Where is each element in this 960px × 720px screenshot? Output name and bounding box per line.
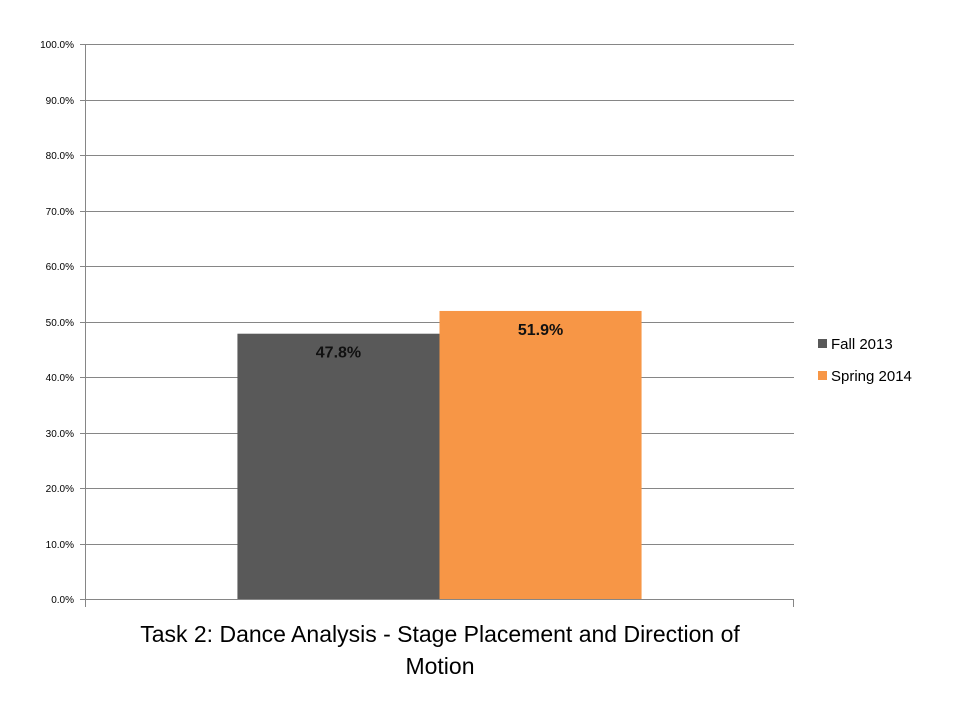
bar-spring-2014 [439,310,642,599]
y-tick-label: 50.0% [46,318,74,329]
axes [80,44,794,607]
legend-label: Fall 2013 [831,336,893,353]
y-tick-labels: 0.0% 10.0% 20.0% 30.0% 40.0% 50.0% 60.0% 70.0% 8… [40,40,74,606]
data-label: 51.9% [518,322,563,339]
data-labels: 47.8% 51.9% [316,322,563,362]
legend-swatch [818,339,827,348]
y-tick-label: 100.0% [40,40,74,51]
legend-swatch [818,371,827,380]
chart-title: Task 2: Dance Analysis - Stage Placement… [140,621,740,679]
y-tick-label: 40.0% [46,373,74,384]
y-tick-label: 80.0% [46,151,74,162]
y-tick-label: 30.0% [46,429,74,440]
legend: Fall 2013 Spring 2014 [818,336,912,385]
chart-title-line-1: Task 2: Dance Analysis - Stage Placement… [140,621,740,647]
legend-label: Spring 2014 [831,368,912,385]
chart-title-line-2: Motion [405,653,474,679]
data-label: 47.8% [316,345,361,362]
y-tick-label: 0.0% [51,595,74,606]
bar-fall-2013 [237,333,440,599]
bars [237,310,642,599]
y-tick-label: 10.0% [46,540,74,551]
y-tick-label: 90.0% [46,96,74,107]
y-tick-label: 60.0% [46,262,74,273]
y-tick-label: 20.0% [46,484,74,495]
y-tick-label: 70.0% [46,207,74,218]
